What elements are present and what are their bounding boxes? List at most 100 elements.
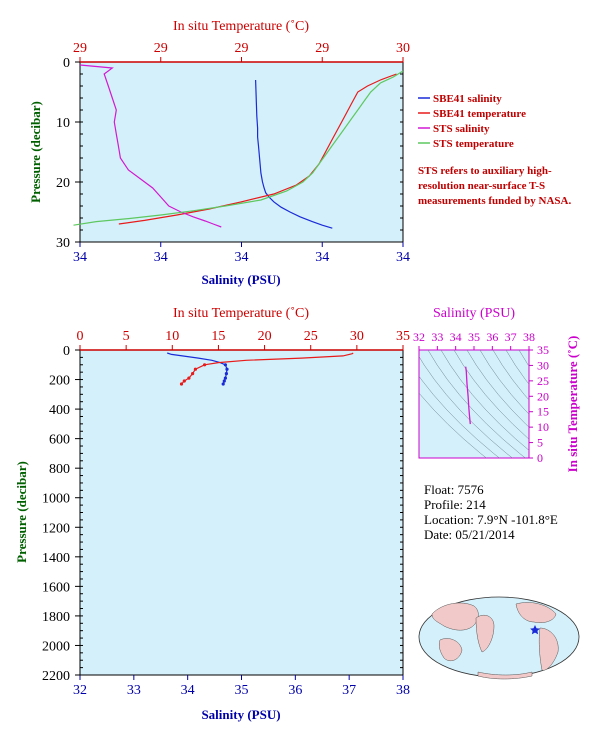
- ts-right-tick-label: 25: [537, 374, 549, 388]
- series-sts-temperature: [73, 70, 404, 226]
- top-tick-label: 29: [315, 41, 329, 56]
- y-tick-label: 0: [63, 56, 70, 71]
- bottom-tick-label: 34: [315, 250, 329, 265]
- legend-label: SBE41 temperature: [433, 108, 526, 120]
- ts-top-tick-label: 36: [486, 330, 498, 344]
- y-tick-label: 1000: [42, 492, 70, 507]
- series-point: [222, 379, 226, 383]
- full-profile-plot-area: [79, 349, 404, 676]
- top-tick-label: 29: [73, 41, 87, 56]
- y-tick-label: 20: [56, 176, 70, 191]
- legend-label: STS salinity: [433, 123, 490, 135]
- full-profile-series: [167, 352, 354, 386]
- top-tick-label: 30: [396, 41, 410, 56]
- series-point: [182, 379, 186, 383]
- top-tick-label: 30: [350, 329, 364, 344]
- near-surface-panel: In situ Temperature (˚C) 29 29 29 29 30 34 34…: [28, 19, 410, 287]
- ts-isoline: [419, 392, 487, 458]
- map-land: [431, 602, 559, 680]
- ts-plot-area: [418, 349, 530, 459]
- legend-label: SBE41 salinity: [433, 93, 502, 105]
- ts-series: [465, 366, 471, 425]
- float-info: Float: 7576 Profile: 214 Location: 7.9°N…: [424, 482, 558, 542]
- bottom-tick-label: 34: [396, 250, 410, 265]
- top-tick-label: 5: [123, 329, 130, 344]
- ts-right-tick-label: 5: [537, 436, 543, 450]
- series-point: [224, 372, 228, 376]
- y-tick-label: 2200: [42, 669, 70, 684]
- near-surface-top-axis-title: In situ Temperature (˚C): [173, 19, 309, 34]
- full-profile-panel: In situ Temperature (˚C) 0 5 10 15 20 25 30 35 …: [14, 306, 410, 722]
- ts-isoline: [518, 350, 529, 367]
- y-tick-label: 600: [49, 433, 70, 448]
- legend-label: STS temperature: [433, 138, 514, 150]
- ts-isoline: [419, 375, 500, 458]
- near-surface-bottom-axis-title: Salinity (PSU): [201, 272, 280, 287]
- ts-top-tick-label: 33: [431, 330, 443, 344]
- sts-note: STS refers to auxiliary high-resolution …: [418, 165, 572, 207]
- series-point: [221, 382, 225, 386]
- top-tick-label: 15: [211, 329, 225, 344]
- y-tick-label: 1600: [42, 580, 70, 595]
- top-tick-label: 10: [165, 329, 179, 344]
- near-surface-y-ticks: 0 10 20 30: [56, 56, 403, 251]
- float-id: Float: 7576: [424, 482, 484, 497]
- near-surface-y-axis-title: Pressure (decibar): [28, 101, 43, 203]
- y-tick-label: 2000: [42, 639, 70, 654]
- ts-right-tick-label: 15: [537, 405, 549, 419]
- series-point: [187, 376, 191, 380]
- world-map: [418, 596, 580, 680]
- ts-top-tick-label: 32: [413, 330, 425, 344]
- ts-top-tick-label: 35: [468, 330, 480, 344]
- ts-right-axis-title: In situ Temperature (˚C): [565, 336, 580, 473]
- y-tick-label: 200: [49, 374, 70, 389]
- near-surface-bottom-ticks: 34 34 34 34 34: [73, 242, 410, 265]
- ts-isoline: [479, 350, 529, 415]
- ts-density-isolines: [419, 350, 529, 458]
- ts-top-axis-title: Salinity (PSU): [433, 306, 515, 321]
- top-tick-label: 29: [154, 41, 168, 56]
- series-sbe41-salinity: [255, 79, 333, 229]
- full-profile-top-ticks: 0 5 10 15 20 25 30 35: [77, 329, 410, 350]
- legend: SBE41 salinity SBE41 temperature STS salin…: [418, 93, 526, 150]
- bottom-tick-label: 35: [235, 683, 249, 698]
- bottom-tick-label: 34: [235, 250, 249, 265]
- series-point: [193, 367, 197, 371]
- ts-top-ticks: 32 33 34 35 36 37 38: [413, 330, 535, 350]
- y-tick-label: 1400: [42, 551, 70, 566]
- y-tick-label: 1800: [42, 610, 70, 625]
- profile-number: Profile: 214: [424, 497, 486, 512]
- series-point: [203, 363, 207, 367]
- near-surface-top-ticks: 29 29 29 29 30: [73, 41, 410, 62]
- bottom-tick-label: 38: [396, 683, 410, 698]
- full-profile-bottom-axis-title: Salinity (PSU): [201, 707, 280, 722]
- bottom-tick-label: 34: [181, 683, 195, 698]
- bottom-tick-label: 32: [73, 683, 87, 698]
- ts-top-tick-label: 38: [523, 330, 535, 344]
- top-tick-label: 29: [235, 41, 249, 56]
- bottom-tick-label: 37: [342, 683, 356, 698]
- ts-isoline: [440, 350, 529, 451]
- series-point: [179, 382, 184, 386]
- full-profile-y-ticks: 0 200 400 600 800 1000 1200 1400 1600 1800 2000 220…: [42, 344, 403, 684]
- location: Location: 7.9°N -101.8°E: [424, 512, 558, 527]
- ts-right-tick-label: 35: [537, 343, 549, 357]
- bottom-tick-label: 33: [127, 683, 141, 698]
- y-tick-label: 0: [63, 344, 70, 359]
- ts-right-tick-label: 20: [537, 389, 549, 403]
- ts-series-line: [465, 366, 471, 425]
- full-profile-bottom-ticks: 32 33 34 35 36 37 38: [73, 675, 410, 698]
- y-tick-label: 1200: [42, 521, 70, 536]
- series-point: [225, 367, 229, 371]
- y-tick-label: 400: [49, 403, 70, 418]
- ts-isoline: [466, 350, 529, 428]
- bottom-tick-label: 34: [73, 250, 87, 265]
- y-tick-label: 30: [56, 236, 70, 251]
- ts-isoline: [419, 356, 513, 458]
- top-tick-label: 0: [77, 329, 84, 344]
- ts-right-tick-label: 30: [537, 358, 549, 372]
- bottom-tick-label: 36: [288, 683, 302, 698]
